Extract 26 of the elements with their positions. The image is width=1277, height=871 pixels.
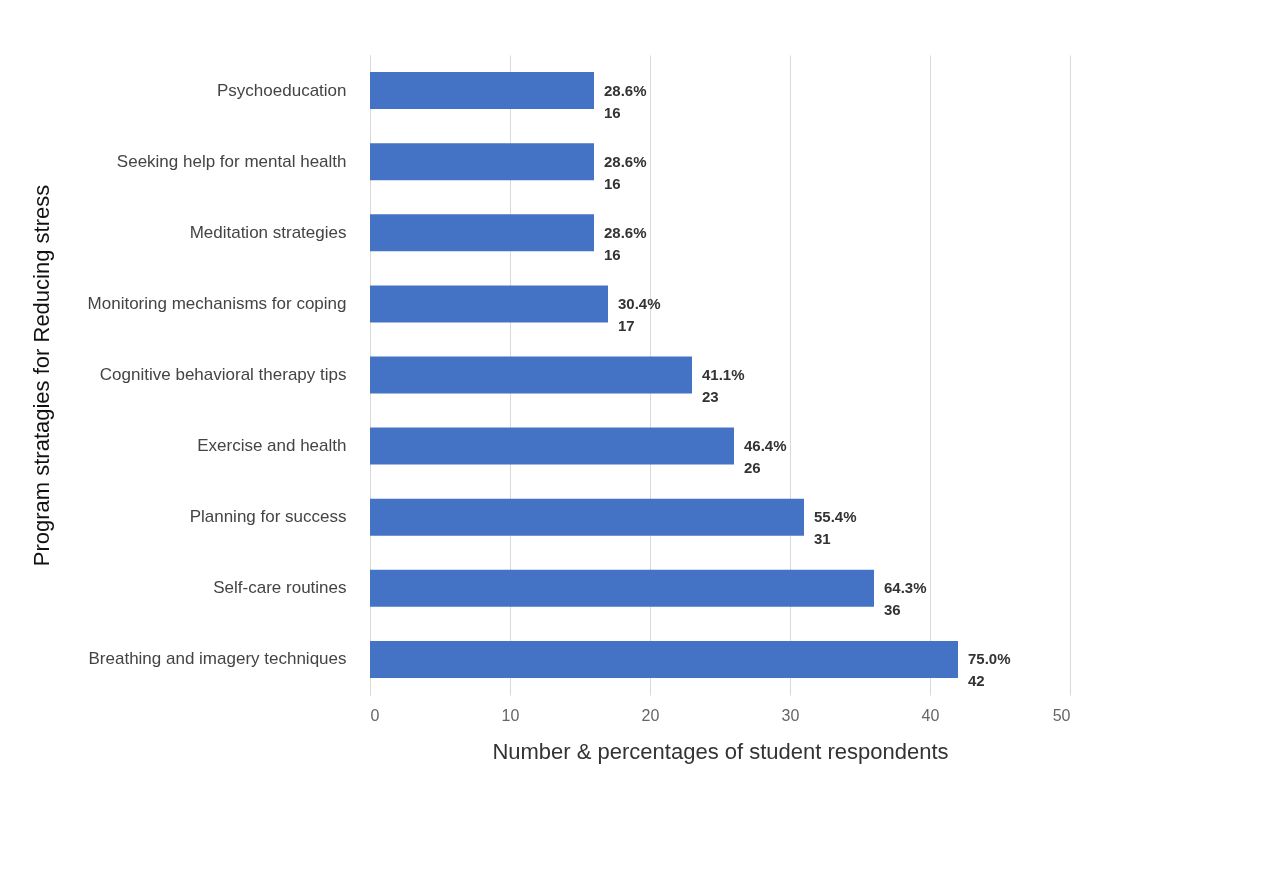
- data-label: 41.1% 23: [702, 366, 745, 405]
- y-tick-label: Psychoeducation: [217, 80, 347, 100]
- y-tick-label: Exercise and health: [197, 436, 347, 456]
- x-tick-label: 50: [1052, 706, 1071, 724]
- data-label: 75.0% 42: [968, 650, 1011, 690]
- y-tick-label: Planning for success: [189, 507, 347, 527]
- data-label: 64.3% 36: [884, 579, 927, 619]
- x-tick-label: 10: [501, 706, 520, 724]
- y-tick-label: Monitoring mechanisms for coping: [87, 293, 347, 313]
- y-tick-label: Meditation strategies: [189, 222, 347, 242]
- data-label: 55.4% 31: [814, 508, 857, 548]
- data-label: 28.6% 16: [604, 152, 647, 192]
- data-label: 28.6% 16: [604, 81, 647, 121]
- data-label: 46.4% 26: [744, 437, 787, 477]
- y-tick-label: Seeking help for mental health: [116, 151, 347, 171]
- x-tick-label: 20: [641, 706, 660, 724]
- x-tick-label: 0: [370, 706, 380, 724]
- y-tick-label: Breathing and imagery techniques: [88, 649, 347, 669]
- data-label: 30.4% 17: [618, 294, 661, 334]
- y-tick-label: Cognitive behavioral therapy tips: [99, 365, 347, 384]
- x-tick-label: 30: [781, 706, 800, 724]
- data-label: 28.6% 16: [604, 223, 647, 263]
- x-axis-title: Number & percentages of student respondents: [492, 738, 949, 764]
- x-tick-label: 40: [921, 706, 940, 724]
- y-axis-title: Program stratagies for Reducing stress: [28, 184, 54, 567]
- y-tick-label: Self-care routines: [213, 578, 347, 598]
